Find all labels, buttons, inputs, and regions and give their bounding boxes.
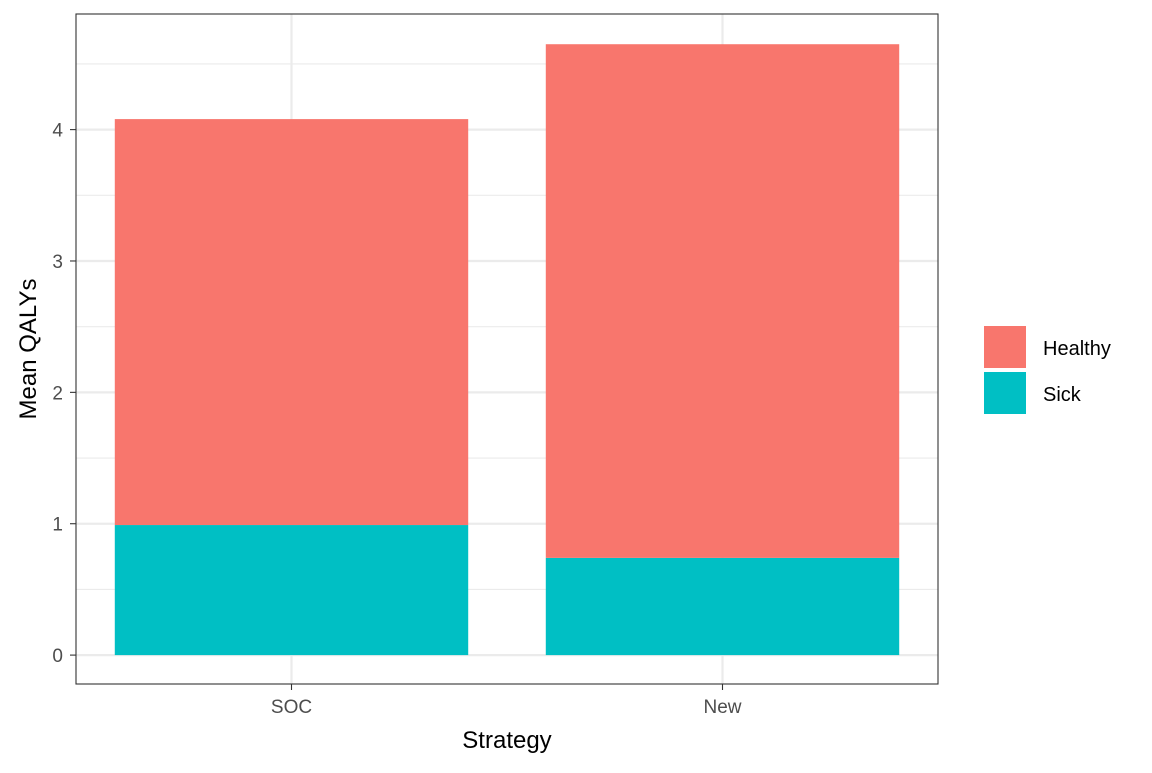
y-tick-label-3: 3	[52, 252, 63, 273]
y-tick-label-2: 2	[52, 383, 63, 404]
bar-new-healthy	[545, 44, 900, 558]
legend-label-healthy: Healthy	[1043, 338, 1111, 360]
x-axis: SOC New	[271, 684, 742, 718]
bar-soc-sick	[114, 525, 469, 656]
bar-soc-healthy	[114, 119, 469, 526]
bar-new-sick	[545, 557, 900, 656]
x-tick-label-new: New	[703, 697, 741, 718]
bars	[114, 44, 900, 656]
y-axis-title: Mean QALYs	[15, 279, 42, 420]
legend: Healthy Sick	[984, 326, 1111, 414]
legend-key-sick	[984, 372, 1026, 414]
y-tick-label-1: 1	[52, 515, 63, 536]
x-axis-title: Strategy	[462, 727, 551, 754]
x-tick-label-soc: SOC	[271, 697, 312, 718]
legend-label-sick: Sick	[1043, 384, 1082, 406]
panel-border	[75, 13, 939, 685]
y-tick-label-0: 0	[52, 646, 63, 667]
y-axis: 0 1 2 3 4	[52, 121, 76, 667]
y-tick-label-4: 4	[52, 121, 63, 142]
legend-key-healthy	[984, 326, 1026, 368]
